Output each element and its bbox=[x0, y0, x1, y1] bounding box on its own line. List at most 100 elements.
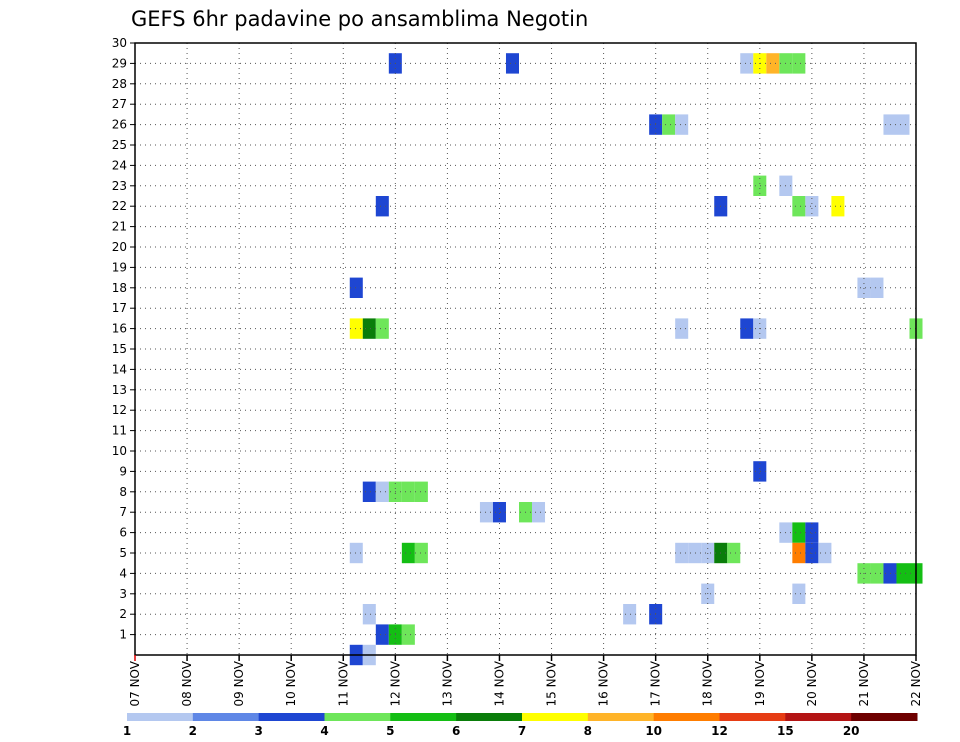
heatmap-cell bbox=[349, 277, 363, 298]
colorbar-label: 8 bbox=[584, 724, 592, 738]
x-axis: 07 NOV 08 NOV 09 NOV 10 NOV 11 NOV 12 NOV 13 N… bbox=[128, 655, 923, 707]
heatmap-cell bbox=[883, 563, 897, 584]
heatmap-cell bbox=[623, 604, 637, 625]
heatmap-cell bbox=[753, 461, 767, 482]
heatmap-cell bbox=[753, 175, 767, 196]
y-tick-label: 26 bbox=[112, 118, 127, 132]
heatmap-cell bbox=[896, 114, 910, 135]
heatmap-cell bbox=[870, 563, 884, 584]
y-tick-label: 10 bbox=[112, 444, 127, 458]
y-tick-label: 25 bbox=[112, 138, 127, 152]
heatmap-cell bbox=[349, 542, 363, 564]
heatmap-cell bbox=[375, 481, 389, 502]
heatmap-cell bbox=[688, 542, 702, 564]
heatmap-cell bbox=[896, 563, 910, 584]
heatmap-cell bbox=[818, 542, 832, 564]
heatmap-cell bbox=[792, 196, 806, 217]
colorbar-label: 1 bbox=[123, 724, 131, 738]
x-tick-label: 14 NOV bbox=[492, 660, 506, 706]
x-tick-label: 18 NOV bbox=[701, 660, 715, 706]
heatmap-cell bbox=[401, 624, 415, 645]
cells-layer bbox=[349, 53, 923, 666]
colorbar-swatch bbox=[324, 713, 391, 721]
x-tick-label: 07 NOV bbox=[128, 660, 142, 706]
y-tick-label: 30 bbox=[112, 36, 127, 50]
heatmap-cell bbox=[401, 542, 415, 564]
heatmap-cell bbox=[375, 196, 389, 217]
colorbar-swatch bbox=[192, 713, 260, 721]
y-tick-label: 11 bbox=[112, 424, 127, 438]
heatmap-cell bbox=[401, 481, 415, 502]
y-tick-label: 2 bbox=[119, 607, 127, 621]
colorbar-label: 10 bbox=[645, 724, 662, 738]
y-tick-label: 28 bbox=[112, 77, 127, 91]
heatmap-cell bbox=[492, 502, 506, 523]
heatmap-cell bbox=[675, 542, 689, 564]
colorbar: 1 2 3 4 5 6 7 8 10 12 15 20 bbox=[123, 713, 918, 738]
y-tick-label: 6 bbox=[119, 526, 127, 540]
heatmap-cell bbox=[740, 53, 754, 74]
colorbar-swatch bbox=[127, 713, 194, 721]
y-tick-label: 8 bbox=[119, 485, 127, 499]
chart-title: GEFS 6hr padavine po ansamblima Negotin bbox=[131, 7, 588, 31]
heatmap-cell bbox=[675, 318, 689, 339]
heatmap-cell bbox=[857, 277, 871, 298]
colorbar-swatch bbox=[456, 713, 523, 721]
heatmap-cell bbox=[740, 318, 754, 339]
heatmap-cell bbox=[727, 542, 741, 564]
heatmap-cell bbox=[792, 542, 806, 564]
heatmap-cell bbox=[362, 604, 376, 625]
y-tick-label: 20 bbox=[112, 240, 127, 254]
x-tick-label: 13 NOV bbox=[440, 660, 454, 706]
x-tick-label: 17 NOV bbox=[649, 660, 663, 706]
colorbar-label: 3 bbox=[254, 724, 262, 738]
y-tick-label: 22 bbox=[112, 199, 127, 213]
y-tick-label: 29 bbox=[112, 56, 127, 70]
colorbar-swatch bbox=[522, 713, 589, 721]
y-tick-label: 1 bbox=[119, 628, 127, 642]
x-tick-label: 12 NOV bbox=[388, 660, 402, 706]
y-tick-label: 13 bbox=[112, 383, 127, 397]
heatmap-cell bbox=[414, 481, 428, 502]
colorbar-swatch bbox=[258, 713, 325, 721]
x-tick-label: 15 NOV bbox=[545, 660, 559, 706]
y-tick-label: 3 bbox=[119, 587, 127, 601]
heatmap-cell bbox=[766, 53, 780, 74]
colorbar-swatch bbox=[587, 713, 655, 721]
colorbar-swatch bbox=[653, 713, 720, 721]
heatmap-cell bbox=[831, 196, 845, 217]
colorbar-swatch bbox=[390, 713, 457, 721]
y-tick-label: 14 bbox=[112, 362, 127, 376]
heatmap-cell bbox=[675, 114, 689, 135]
heatmap-cell bbox=[505, 53, 519, 74]
x-tick-label: 16 NOV bbox=[597, 660, 611, 706]
heatmap-cell bbox=[883, 114, 897, 135]
colorbar-swatch bbox=[851, 713, 918, 721]
colorbar-swatch bbox=[785, 713, 852, 721]
y-tick-label: 21 bbox=[112, 220, 127, 234]
x-tick-label: 10 NOV bbox=[284, 660, 298, 706]
colorbar-swatch bbox=[719, 713, 786, 721]
y-tick-label: 23 bbox=[112, 179, 127, 193]
x-tick-label: 22 NOV bbox=[909, 660, 923, 706]
y-tick-label: 12 bbox=[112, 403, 127, 417]
heatmap-cell bbox=[375, 318, 389, 339]
heatmap-cell bbox=[362, 318, 376, 339]
heatmap-cell bbox=[792, 583, 806, 604]
x-tick-label: 19 NOV bbox=[753, 660, 767, 706]
x-tick-label: 20 NOV bbox=[805, 660, 819, 706]
heatmap-cell bbox=[792, 53, 806, 74]
y-tick-label: 27 bbox=[112, 97, 127, 111]
heatmap-cell bbox=[479, 502, 493, 523]
colorbar-label: 20 bbox=[843, 724, 860, 738]
heatmap-cell bbox=[805, 196, 819, 217]
colorbar-label: 6 bbox=[452, 724, 460, 738]
heatmap-cell bbox=[792, 522, 806, 543]
y-tick-label: 7 bbox=[119, 505, 127, 519]
colorbar-label: 7 bbox=[518, 724, 526, 738]
x-tick-label: 11 NOV bbox=[336, 660, 350, 706]
heatmap-cell bbox=[375, 624, 389, 645]
x-tick-label: 08 NOV bbox=[180, 660, 194, 706]
heatmap-cell bbox=[349, 318, 363, 339]
